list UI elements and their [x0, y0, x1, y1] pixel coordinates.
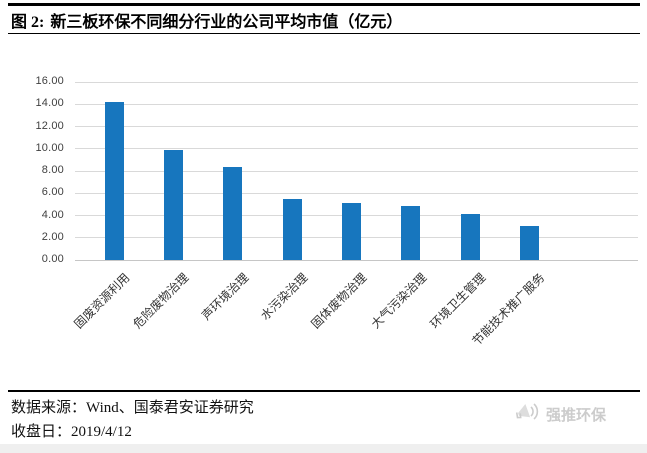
- data-source-value: Wind、国泰君安证券研究: [86, 400, 254, 416]
- data-source-label: 数据来源：: [11, 400, 87, 416]
- gridline: [75, 148, 638, 150]
- y-axis-tick-label: 0.00: [41, 253, 64, 265]
- closing-date-line: 收盘日：2019/4/12: [11, 420, 132, 441]
- title-divider: [8, 33, 640, 34]
- gridline: [75, 103, 638, 105]
- top-rule: [8, 3, 640, 6]
- chart-title: 图 2: 新三板环保不同细分行业的公司平均市值（亿元）: [11, 8, 631, 32]
- gridline: [75, 81, 638, 83]
- gridline: [75, 126, 638, 127]
- x-axis-category-label: 固废资源利用: [71, 270, 133, 332]
- y-axis-tick-label: 2.00: [41, 230, 64, 243]
- x-axis-category-label: 固体废物治理: [308, 270, 370, 332]
- brand-watermark: 强推环保: [514, 398, 634, 430]
- footer-divider: [8, 390, 640, 392]
- gridline: [75, 170, 638, 172]
- bar: [282, 198, 302, 260]
- y-axis-tick-label: 4.00: [41, 208, 64, 221]
- figure-title-text: 新三板环保不同细分行业的公司平均市值（亿元）: [50, 14, 403, 31]
- x-axis-category-label: 水污染治理: [258, 270, 311, 323]
- bar: [223, 166, 243, 260]
- bar: [460, 214, 480, 260]
- y-axis-tick-label: 6.00: [41, 186, 64, 199]
- bar: [519, 225, 539, 260]
- bar-chart: 0.00 2.00 4.00 6.00 8.00 10.00 12.00 14.00 16.00…: [35, 75, 638, 348]
- bar: [341, 203, 361, 260]
- closing-date-label: 收盘日：: [11, 424, 72, 440]
- closing-date-value: 2019/4/12: [71, 424, 132, 440]
- y-axis-tick-label: 10.00: [35, 141, 64, 154]
- figure-number-label: 图 2:: [11, 14, 45, 31]
- bottom-strip: [0, 444, 647, 453]
- bar: [401, 205, 421, 260]
- x-axis-line: [75, 259, 638, 261]
- gridline: [75, 192, 638, 194]
- y-axis-tick-label: 14.00: [35, 97, 64, 110]
- watermark-label: 强推环保: [546, 407, 607, 424]
- bar: [104, 102, 124, 260]
- x-axis-category-label: 大气污染治理: [368, 270, 430, 332]
- data-source-line: 数据来源：Wind、国泰君安证券研究: [11, 396, 254, 417]
- bar: [163, 149, 183, 260]
- x-axis-category-label: 声环境治理: [198, 270, 252, 323]
- y-axis-tick-label: 12.00: [35, 119, 64, 132]
- megaphone-icon: [514, 399, 542, 430]
- y-axis-tick-label: 16.00: [35, 75, 64, 87]
- x-axis-category-label: 环境卫生管理: [427, 270, 489, 332]
- y-axis-tick-label: 8.00: [41, 164, 64, 176]
- x-axis-category-label: 危险废物治理: [130, 270, 192, 332]
